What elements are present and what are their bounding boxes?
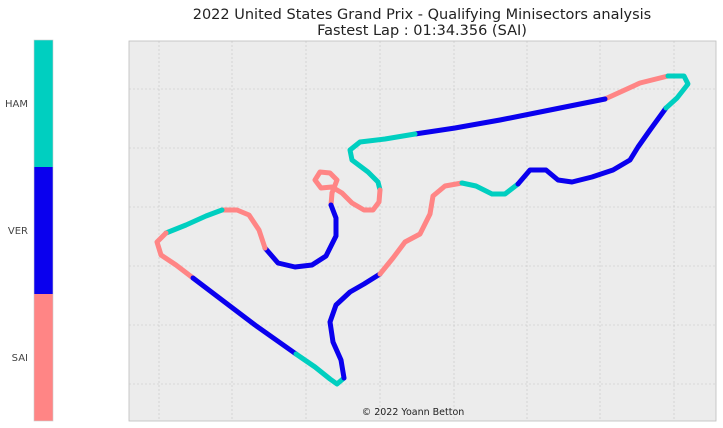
minisector-1-sai: [602, 73, 671, 102]
plot-area: [128, 40, 717, 422]
minisector-14-ham: [459, 180, 521, 197]
minisector-8-ham: [163, 207, 225, 236]
credit-text: © 2022 Yoann Betton: [362, 407, 465, 418]
minisector-9-sai: [154, 230, 196, 281]
plot-background: [128, 40, 717, 422]
minisector-6-ver: [262, 202, 339, 270]
colorbar-frame: [33, 39, 54, 422]
colorbar: HAM VER SAI: [5, 39, 54, 422]
minisector-2-ver: [412, 96, 608, 137]
minisector-15-ver: [515, 105, 669, 187]
minisector-3-ham: [347, 131, 418, 193]
colorbar-label-ham: HAM: [5, 99, 28, 110]
colorbar-segment-ham: [34, 40, 53, 167]
minisector-7-sai: [219, 207, 268, 251]
minisector-13-sai: [377, 180, 465, 277]
chart-subtitle: Fastest Lap : 01:34.356 (SAI): [317, 23, 527, 39]
minisector-4-sai: [312, 169, 383, 213]
chart-title: 2022 United States Grand Prix - Qualifyi…: [193, 7, 652, 23]
gridlines: [129, 41, 716, 421]
colorbar-segment-ver: [34, 167, 53, 294]
minisector-12-ver: [327, 271, 383, 381]
minisector-16-ham: [663, 73, 691, 111]
minisector-11-ham: [293, 351, 347, 387]
colorbar-segment-sai: [34, 294, 53, 421]
colorbar-label-ver: VER: [8, 226, 28, 237]
colorbar-label-sai: SAI: [12, 353, 28, 364]
track-map: [154, 73, 691, 387]
minisector-10-ver: [190, 275, 299, 357]
